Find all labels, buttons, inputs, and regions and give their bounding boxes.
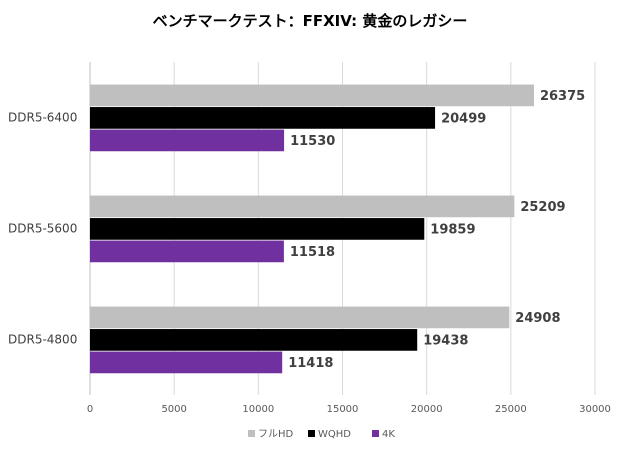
category-label: DDR5-4800 xyxy=(8,333,77,347)
bar-ddr5-6400-1 xyxy=(90,107,436,129)
bar-ddr5-4800-0 xyxy=(90,306,510,329)
bar-ddr5-5600-2 xyxy=(90,240,284,263)
data-label: 26375 xyxy=(540,89,585,104)
legend-label: 4K xyxy=(382,429,395,440)
bar-ddr5-5600-0 xyxy=(90,195,515,218)
x-tick-label: 15000 xyxy=(327,404,359,415)
data-label: 11530 xyxy=(290,134,335,149)
x-tick-label: 0 xyxy=(87,404,93,415)
chart-title: ベンチマークテスト：FFXIV: 黄金のレガシー xyxy=(153,12,468,30)
bar-ddr5-4800-2 xyxy=(90,351,283,374)
data-label: 25209 xyxy=(520,200,565,215)
bar-ddr5-6400-2 xyxy=(90,129,285,152)
data-label: 11518 xyxy=(290,245,335,260)
data-label: 19438 xyxy=(423,334,468,349)
x-tick-label: 30000 xyxy=(579,404,611,415)
legend-swatch xyxy=(372,430,379,437)
data-label: 11418 xyxy=(288,356,333,371)
data-label: 20499 xyxy=(441,112,486,127)
x-tick-label: 20000 xyxy=(411,404,443,415)
x-tick-label: 10000 xyxy=(242,404,274,415)
legend-swatch xyxy=(248,430,255,437)
data-label: 24908 xyxy=(515,311,560,326)
x-tick-label: 5000 xyxy=(161,404,186,415)
category-label: DDR5-5600 xyxy=(8,222,77,236)
category-label: DDR5-6400 xyxy=(8,111,77,125)
legend-swatch xyxy=(308,430,315,437)
data-label: 19859 xyxy=(430,223,475,238)
x-tick-label: 25000 xyxy=(495,404,527,415)
bar-ddr5-6400-0 xyxy=(90,84,534,107)
legend-label: WQHD xyxy=(318,429,351,440)
legend-label: フルHD xyxy=(258,429,294,440)
bar-ddr5-4800-1 xyxy=(90,329,418,351)
bar-ddr5-5600-1 xyxy=(90,218,425,240)
